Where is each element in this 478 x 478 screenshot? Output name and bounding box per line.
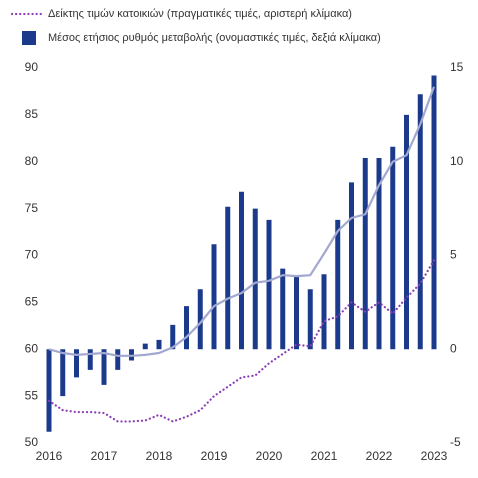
x-tick-label: 2023 (421, 449, 448, 463)
bar (376, 158, 382, 350)
bar (252, 208, 258, 350)
bar (156, 339, 162, 350)
bar (349, 182, 354, 350)
y2-tick-label: 0 (450, 341, 457, 355)
bar (266, 219, 272, 350)
legend-swatch (22, 31, 36, 45)
bar (390, 146, 396, 350)
x-tick-label: 2018 (146, 449, 173, 463)
bar (239, 191, 244, 350)
bar (184, 306, 189, 350)
line (48, 86, 436, 357)
bar (87, 349, 93, 370)
bar (307, 289, 313, 350)
bar (74, 349, 79, 378)
bar (197, 289, 203, 350)
y-tick-label: 65 (25, 295, 39, 309)
legend-label: Μέσος ετήσιος ρυθμός μεταβολής (ονομαστι… (48, 32, 381, 44)
bar (101, 349, 107, 385)
y-tick-label: 50 (25, 435, 39, 449)
y2-tick-label: 10 (450, 154, 464, 168)
bar (170, 324, 176, 350)
x-tick-label: 2017 (91, 449, 118, 463)
bar (280, 268, 286, 350)
y-tick-label: 85 (25, 107, 39, 121)
y-tick-label: 55 (25, 388, 39, 402)
bar (362, 158, 368, 350)
y-tick-label: 80 (25, 154, 39, 168)
bar (46, 349, 52, 432)
legend-label: Δείκτης τιμών κατοικιών (πραγματικές τιμ… (48, 8, 352, 20)
bar (225, 206, 231, 350)
y-tick-label: 60 (25, 341, 39, 355)
y-tick-label: 70 (25, 248, 39, 262)
line (47, 259, 436, 423)
bar (294, 276, 299, 350)
y2-tick-label: 15 (450, 60, 464, 74)
bar (431, 75, 437, 350)
y2-tick-label: -5 (450, 435, 461, 449)
x-tick-label: 2021 (311, 449, 338, 463)
bar (335, 219, 341, 350)
bar (115, 349, 121, 370)
bar (211, 244, 217, 350)
y2-tick-label: 5 (450, 248, 457, 262)
bar (142, 343, 148, 350)
x-tick-label: 2022 (366, 449, 393, 463)
y-tick-label: 75 (25, 201, 39, 215)
x-tick-label: 2020 (256, 449, 283, 463)
bar (321, 274, 327, 350)
bar (404, 114, 409, 350)
bar (417, 94, 423, 350)
x-tick-label: 2019 (201, 449, 228, 463)
x-tick-label: 2016 (36, 449, 63, 463)
y-tick-label: 90 (25, 60, 39, 74)
bar (60, 349, 66, 397)
